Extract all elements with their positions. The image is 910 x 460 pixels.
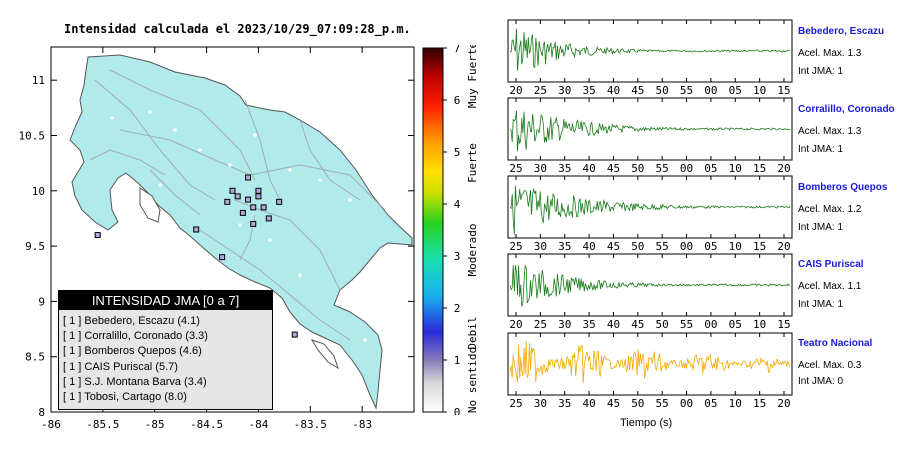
station-marker (94, 232, 101, 239)
colorbar-tick-label: 0 (454, 406, 461, 415)
city-dot (298, 273, 302, 277)
legend-row: [ 1 ] Tobosi, Cartago (8.0) (63, 391, 187, 404)
colorbar-tick-label: 6 (454, 94, 461, 107)
y-tick-label: 10.5 (19, 129, 46, 142)
colorbar-tick-label: 5 (454, 146, 461, 159)
city-dot (198, 148, 202, 152)
map-frame (50, 46, 415, 413)
y-tick-label: 8.5 (25, 351, 45, 364)
station-markers (94, 174, 298, 338)
colorbar-gradient (422, 47, 444, 413)
int-jma: Int JMA: 1 (798, 144, 844, 155)
colorbar-tick-label: 4 (454, 198, 461, 211)
colorbar-tick-label: 3 (454, 250, 461, 263)
city-dot (173, 128, 177, 132)
int-jma: Int JMA: 0 (798, 376, 844, 387)
int-jma: Int JMA: 1 (798, 66, 844, 77)
station-marker (260, 204, 267, 211)
colorbar-category: No sentido (466, 347, 479, 413)
station-marker (255, 187, 262, 194)
station-marker (193, 226, 200, 233)
station-marker (224, 198, 231, 205)
colorbar-tick-label: 2 (454, 302, 461, 315)
y-tick-label: 9 (38, 295, 45, 308)
colorbar-category: Muy Fuerte (466, 45, 479, 108)
city-dot (338, 298, 342, 302)
acel-max: Acel. Max. 1.2 (798, 204, 862, 215)
city-dot (148, 110, 152, 114)
city-dots (110, 98, 367, 342)
acel-max: Acel. Max. 1.1 (798, 281, 862, 292)
x-tick-label: -83 (352, 418, 372, 431)
station-marker (276, 198, 283, 205)
colorbar-tick-label: 7 (454, 45, 461, 55)
city-dot (348, 198, 352, 202)
station-name: Bomberos Quepos (798, 182, 888, 193)
station-marker (265, 215, 272, 222)
station-marker (219, 254, 226, 261)
golfo-dulce (310, 339, 339, 370)
legend-title: INTENSIDAD JMA [0 a 7] (59, 291, 272, 310)
x-tick-label: -84 (248, 418, 268, 431)
station-marker (245, 174, 252, 181)
station-marker (234, 193, 241, 200)
legend-row: [ 1 ] Bebedero, Escazu (4.1) (63, 315, 200, 327)
acel-max: Acel. Max. 0.3 (798, 360, 862, 371)
colorbar-category: Moderado (466, 224, 479, 277)
city-dot (253, 133, 257, 137)
city-dot (268, 238, 272, 242)
y-tick-label: 9.5 (25, 240, 45, 253)
city-dot (238, 223, 242, 227)
station-marker (239, 209, 246, 216)
colorbar: 7 6 5 4 3 2 1 0 Muy Fuerte Fuerte Moderado DebilNo… (422, 45, 479, 415)
x-tick-label: -84.5 (190, 418, 223, 431)
y-tick-label: 8 (38, 406, 45, 419)
colorbar-category: Debil (466, 316, 479, 349)
station-name: Teatro Nacional (798, 338, 873, 349)
city-dot (266, 98, 270, 102)
y-tick-label: 10 (32, 185, 45, 198)
legend-row: [ 1 ] CAIS Puriscal (5.7) (63, 360, 178, 373)
station-name: Corralillo, Coronado (798, 104, 895, 115)
city-dot (228, 163, 232, 167)
x-tick-label: -83.5 (294, 418, 327, 431)
legend-list: [ 1 ] Bebedero, Escazu (4.1) [ 1 ] Corra… (59, 310, 272, 405)
x-tick-label: -85 (145, 418, 165, 431)
station-marker (245, 196, 252, 203)
legend-row: [ 1 ] Corralillo, Coronado (3.3) (63, 330, 208, 343)
acel-max: Acel. Max. 1.3 (798, 48, 862, 59)
legend-row: [ 1 ] S.J. Montana Barva (3.4) (63, 375, 207, 388)
map-title: Intensidad calculada el 2023/10/29_07:09… (64, 22, 411, 36)
city-dot (158, 183, 162, 187)
intensity-legend: INTENSIDAD JMA [0 a 7] [ 1 ] Bebedero, E… (58, 290, 273, 410)
x-tick-label: -85.5 (86, 418, 119, 431)
acel-max: Acel. Max. 1.3 (798, 126, 862, 137)
legend-row: [ 1 ] Bomberos Quepos (4.6) (63, 345, 202, 358)
station-marker (250, 204, 257, 211)
waveform-xlabel: Tiempo (s) (620, 417, 673, 429)
station-marker (229, 187, 236, 194)
int-jma: Int JMA: 1 (798, 299, 844, 310)
colorbar-ticks: 7 6 5 4 3 2 1 0 (443, 45, 461, 415)
city-dot (288, 168, 292, 172)
station-name: CAIS Puriscal (798, 259, 864, 270)
colorbar-category: Fuerte (466, 143, 479, 183)
station-marker (291, 331, 298, 338)
city-dot (110, 116, 114, 120)
x-tick-label: -86 (41, 418, 61, 431)
city-dot (318, 178, 322, 182)
nicoya-gulf (139, 187, 161, 223)
station-marker (250, 220, 257, 227)
int-jma: Int JMA: 1 (798, 222, 844, 233)
map-axes: -86 -85.5 -85 -84.5 -84 -83.5 -83 8 8.5 9 9.5 10 10.… (19, 47, 414, 431)
city-dot (363, 338, 367, 342)
y-tick-label: 11 (32, 74, 45, 87)
station-name: Bebedero, Escazu (798, 26, 885, 37)
station-marker (255, 193, 262, 200)
colorbar-tick-label: 1 (454, 354, 461, 367)
